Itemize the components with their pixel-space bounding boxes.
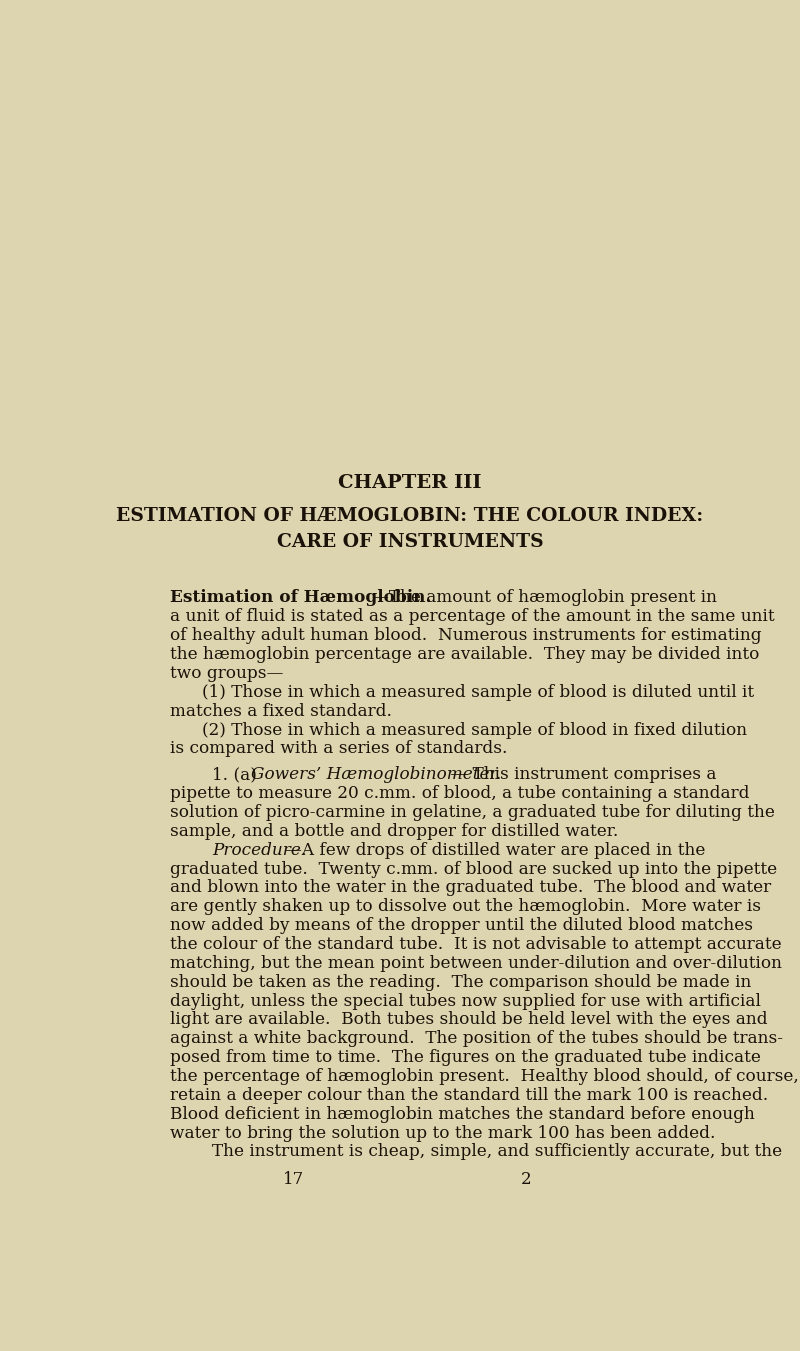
Text: CHAPTER III: CHAPTER III [338, 474, 482, 492]
Text: Procedure.: Procedure. [212, 842, 306, 859]
Text: Gowers’ Hæmoglobinometer.: Gowers’ Hæmoglobinometer. [251, 766, 502, 784]
Text: of healthy adult human blood.  Numerous instruments for estimating: of healthy adult human blood. Numerous i… [170, 627, 762, 644]
Text: —A few drops of distilled water are placed in the: —A few drops of distilled water are plac… [286, 842, 706, 859]
Text: light are available.  Both tubes should be held level with the eyes and: light are available. Both tubes should b… [170, 1012, 767, 1028]
Text: and blown into the water in the graduated tube.  The blood and water: and blown into the water in the graduate… [170, 880, 771, 896]
Text: retain a deeper colour than the standard till the mark 100 is reached.: retain a deeper colour than the standard… [170, 1088, 768, 1104]
Text: water to bring the solution up to the mark 100 has been added.: water to bring the solution up to the ma… [170, 1124, 715, 1142]
Text: daylight, unless the special tubes now supplied for use with artificial: daylight, unless the special tubes now s… [170, 993, 761, 1009]
Text: 2: 2 [521, 1171, 531, 1188]
Text: the percentage of hæmoglobin present.  Healthy blood should, of course,: the percentage of hæmoglobin present. He… [170, 1069, 798, 1085]
Text: two groups—: two groups— [170, 665, 283, 682]
Text: (1) Those in which a measured sample of blood is diluted until it: (1) Those in which a measured sample of … [202, 684, 754, 701]
Text: Estimation of Hæmoglobin.: Estimation of Hæmoglobin. [170, 589, 431, 607]
Text: the colour of the standard tube.  It is not advisable to attempt accurate: the colour of the standard tube. It is n… [170, 936, 782, 952]
Text: posed from time to time.  The figures on the graduated tube indicate: posed from time to time. The figures on … [170, 1050, 761, 1066]
Text: are gently shaken up to dissolve out the hæmoglobin.  More water is: are gently shaken up to dissolve out the… [170, 898, 761, 915]
Text: matches a fixed standard.: matches a fixed standard. [170, 703, 392, 720]
Text: —The amount of hæmoglobin present in: —The amount of hæmoglobin present in [372, 589, 718, 607]
Text: a unit of fluid is stated as a percentage of the amount in the same unit: a unit of fluid is stated as a percentag… [170, 608, 774, 626]
Text: should be taken as the reading.  The comparison should be made in: should be taken as the reading. The comp… [170, 974, 751, 990]
Text: matching, but the mean point between under-dilution and over-dilution: matching, but the mean point between und… [170, 955, 782, 971]
Text: the hæmoglobin percentage are available.  They may be divided into: the hæmoglobin percentage are available.… [170, 646, 759, 663]
Text: pipette to measure 20 c.mm. of blood, a tube containing a standard: pipette to measure 20 c.mm. of blood, a … [170, 785, 750, 802]
Text: CARE OF INSTRUMENTS: CARE OF INSTRUMENTS [277, 534, 543, 551]
Text: solution of picro-carmine in gelatine, a graduated tube for diluting the: solution of picro-carmine in gelatine, a… [170, 804, 774, 821]
Text: against a white background.  The position of the tubes should be trans-: against a white background. The position… [170, 1031, 782, 1047]
Text: 1. (a): 1. (a) [212, 766, 262, 784]
Text: The instrument is cheap, simple, and sufficiently accurate, but the: The instrument is cheap, simple, and suf… [212, 1143, 782, 1161]
Text: is compared with a series of standards.: is compared with a series of standards. [170, 740, 507, 758]
Text: 17: 17 [283, 1171, 304, 1188]
Text: graduated tube.  Twenty c.mm. of blood are sucked up into the pipette: graduated tube. Twenty c.mm. of blood ar… [170, 861, 777, 878]
Text: Blood deficient in hæmoglobin matches the standard before enough: Blood deficient in hæmoglobin matches th… [170, 1105, 754, 1123]
Text: now added by means of the dropper until the diluted blood matches: now added by means of the dropper until … [170, 917, 753, 934]
Text: — This instrument comprises a: — This instrument comprises a [445, 766, 717, 784]
Text: ESTIMATION OF HÆMOGLOBIN: THE COLOUR INDEX:: ESTIMATION OF HÆMOGLOBIN: THE COLOUR IND… [116, 507, 704, 526]
Text: sample, and a bottle and dropper for distilled water.: sample, and a bottle and dropper for dis… [170, 823, 618, 840]
Text: (2) Those in which a measured sample of blood in fixed dilution: (2) Those in which a measured sample of … [202, 721, 747, 739]
